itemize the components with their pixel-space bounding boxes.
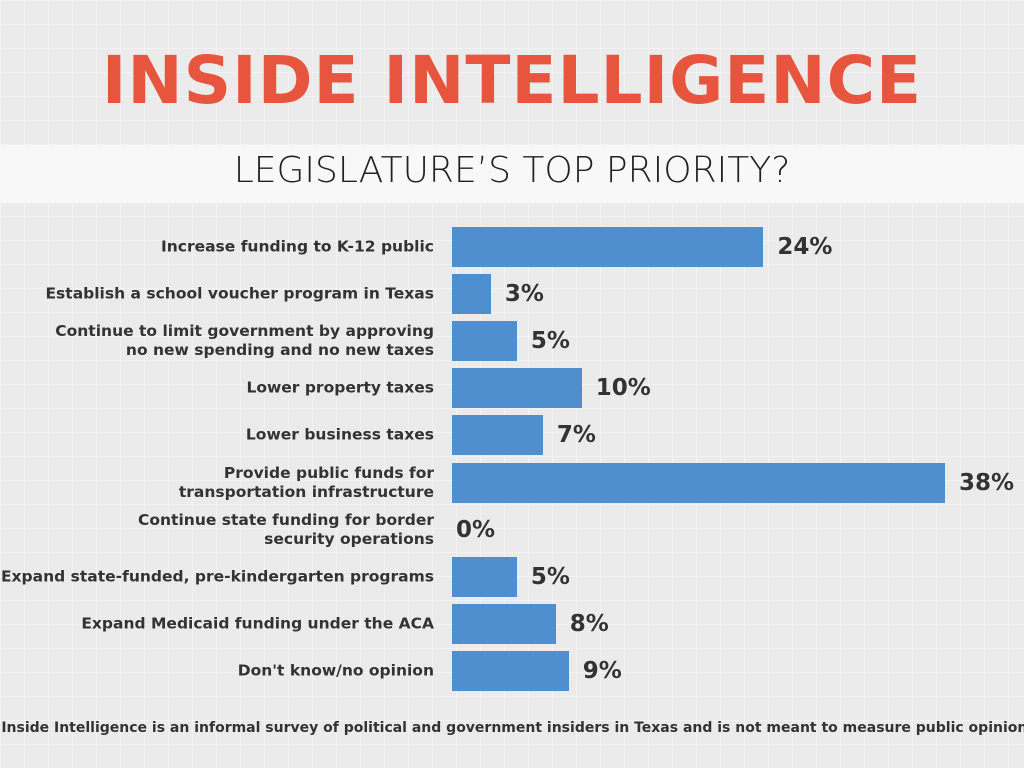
subtitle-band <box>0 145 1024 203</box>
subtitle: LEGISLATURE’S TOP PRIORITY? <box>233 150 791 191</box>
bar <box>452 556 517 597</box>
value-label: 38% <box>959 469 1015 496</box>
bar <box>452 368 582 409</box>
category-label: Provide public funds for transportation … <box>178 463 434 501</box>
bar <box>452 603 556 644</box>
value-label: 3% <box>504 281 544 308</box>
category-label: Increase funding to K-12 public <box>160 237 434 256</box>
value-label: 5% <box>530 328 570 355</box>
value-label: 10% <box>595 375 651 402</box>
category-label: Continue to limit government by approvin… <box>55 322 434 360</box>
bar <box>452 415 543 456</box>
category-label: Expand Medicaid funding under the ACA <box>81 614 434 633</box>
bar <box>452 321 517 362</box>
value-label: 0% <box>456 516 496 543</box>
category-label: Don't know/no opinion <box>237 661 434 680</box>
bar <box>452 650 569 691</box>
bar <box>452 462 945 503</box>
category-label: Continue state funding for border securi… <box>138 510 434 548</box>
category-label: Lower business taxes <box>245 425 434 444</box>
footnote: Inside Intelligence is an informal surve… <box>1 720 1024 736</box>
category-label: Establish a school voucher program in Te… <box>45 284 434 303</box>
value-label: 5% <box>530 563 570 590</box>
value-label: 8% <box>569 610 609 637</box>
category-label: Expand state-funded, pre-kindergarten pr… <box>0 567 434 586</box>
bar <box>452 227 764 267</box>
bar <box>452 274 491 315</box>
category-label: Lower property taxes <box>246 378 434 397</box>
title: INSIDE INTELLIGENCE <box>101 42 923 119</box>
value-label: 7% <box>556 422 596 449</box>
value-label: 9% <box>582 657 622 684</box>
value-label: 24% <box>777 234 833 260</box>
